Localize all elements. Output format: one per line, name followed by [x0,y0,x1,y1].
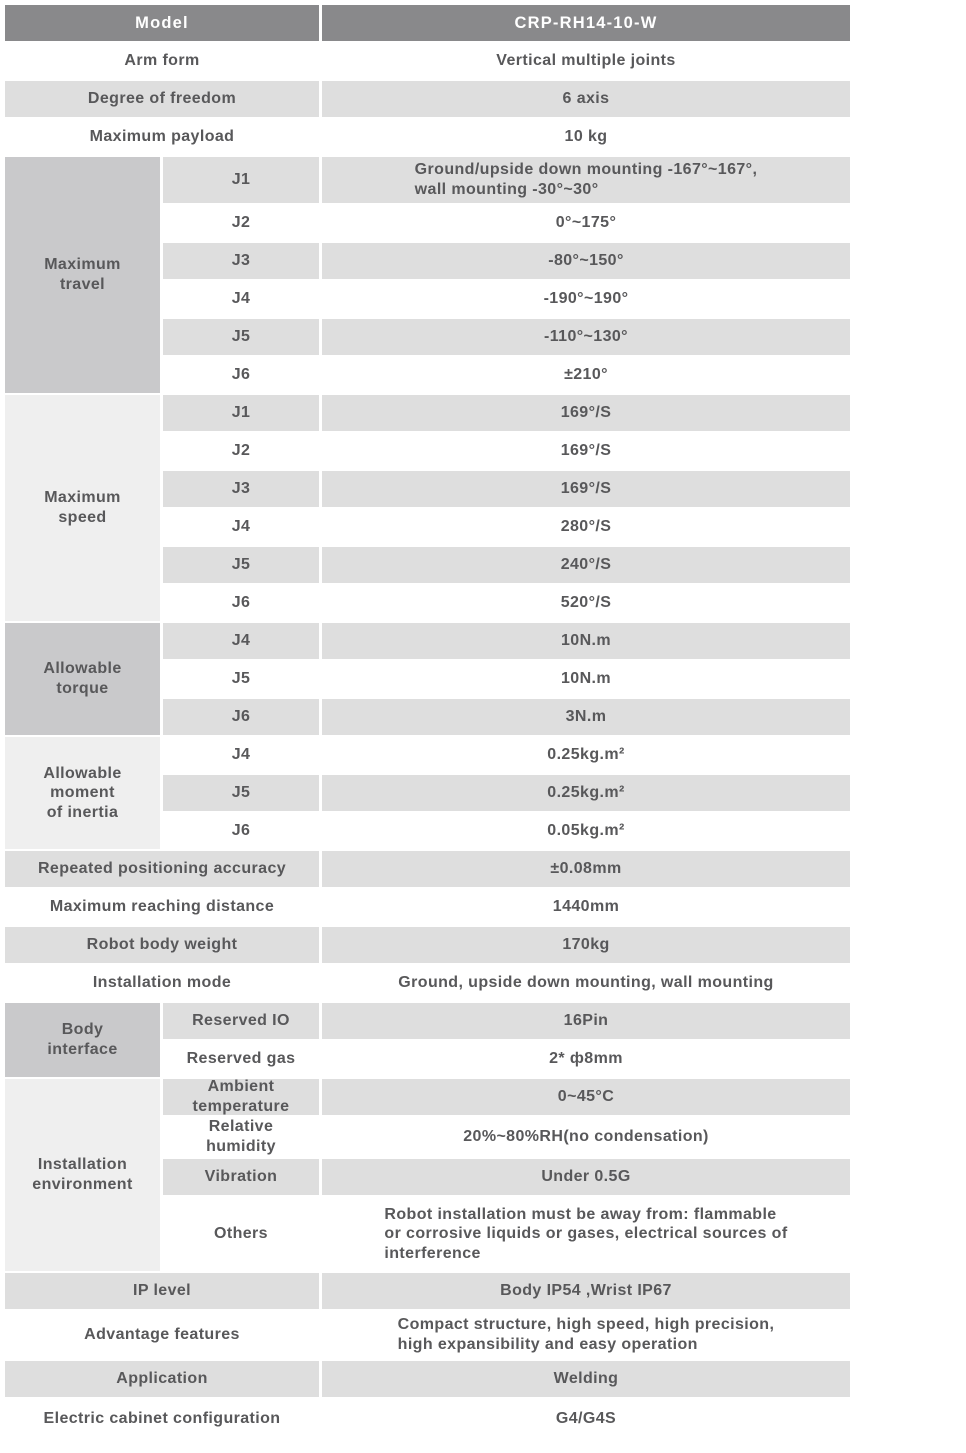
value-j1: 169°/S [322,395,850,431]
category-cell-maximum-speed: Maximum speed [5,395,160,621]
value-degree-of-freedom: 6 axis [322,81,850,117]
value-vibration: Under 0.5G [322,1159,850,1195]
value-ambient-temperature: 0~45°C [322,1079,850,1115]
label-electric-cabinet-configuration: Electric cabinet configuration [5,1399,319,1439]
label-arm-form: Arm form [5,43,319,79]
value-installation-mode: Ground, upside down mounting, wall mount… [322,965,850,1001]
label-j3: J3 [163,243,319,279]
label-j3: J3 [163,471,319,507]
value-j1: Ground/upside down mounting -167°~167°, … [322,157,850,203]
label-j1: J1 [163,157,319,203]
label-j5: J5 [163,661,319,697]
label-j5: J5 [163,319,319,355]
label-j4: J4 [163,509,319,545]
value-j5: 240°/S [322,547,850,583]
value-application: Welding [322,1361,850,1397]
value-robot-body-weight: 170kg [322,927,850,963]
value-j4: 0.25kg.m² [322,737,850,773]
value-j5: 0.25kg.m² [322,775,850,811]
label-j5: J5 [163,775,319,811]
label-j4: J4 [163,281,319,317]
label-j6: J6 [163,585,319,621]
label-vibration: Vibration [163,1159,319,1195]
label-model: Model [5,5,319,41]
value-j5: 10N.m [322,661,850,697]
label-installation-mode: Installation mode [5,965,319,1001]
value-j4: 10N.m [322,623,850,659]
value-advantage-features: Compact structure, high speed, high prec… [322,1311,850,1359]
value-j6: 3N.m [322,699,850,735]
label-j6: J6 [163,357,319,393]
label-reserved-io: Reserved IO [163,1003,319,1039]
label-robot-body-weight: Robot body weight [5,927,319,963]
label-maximum-payload: Maximum payload [5,119,319,155]
value-relative-humidity: 20%~80%RH(no condensation) [322,1117,850,1157]
value-j3: -80°~150° [322,243,850,279]
value-reserved-io: 16Pin [322,1003,850,1039]
category-cell-maximum-travel: Maximum travel [5,157,160,393]
value-arm-form: Vertical multiple joints [322,43,850,79]
label-j6: J6 [163,813,319,849]
value-j6: ±210° [322,357,850,393]
value-j6: 520°/S [322,585,850,621]
value-text-advantage-features: Compact structure, high speed, high prec… [397,1316,775,1353]
value-maximum-reaching-distance: 1440mm [322,889,850,925]
label-j2: J2 [163,205,319,241]
value-ip-level: Body IP54 ,Wrist IP67 [322,1273,850,1309]
value-j5: -110°~130° [322,319,850,355]
label-others: Others [163,1197,319,1271]
label-maximum-reaching-distance: Maximum reaching distance [5,889,319,925]
category-cell-installation-environment: Installation environment [5,1079,160,1271]
value-text-others: Robot installation must be away from: fl… [384,1205,788,1262]
category-cell-body-interface: Body interface [5,1003,160,1077]
spec-table: Model CRP-RH14-10-W Arm form Vertical multi… [5,5,850,1439]
value-maximum-payload: 10 kg [322,119,850,155]
value-model: CRP-RH14-10-W [322,5,850,41]
label-advantage-features: Advantage features [5,1311,319,1359]
label-j4: J4 [163,623,319,659]
value-reserved-gas: 2* ф8mm [322,1041,850,1077]
label-j5: J5 [163,547,319,583]
category-cell-allowable-moment-of-inertia: Allowable moment of inertia [5,737,160,849]
value-text-j1: Ground/upside down mounting -167°~167°, … [414,161,758,198]
label-relative-humidity: Relative humidity [163,1117,319,1157]
value-j2: 169°/S [322,433,850,469]
label-j2: J2 [163,433,319,469]
category-cell-allowable-torque: Allowable torque [5,623,160,735]
label-ip-level: IP level [5,1273,319,1309]
label-degree-of-freedom: Degree of freedom [5,81,319,117]
label-j4: J4 [163,737,319,773]
label-j6: J6 [163,699,319,735]
value-j2: 0°~175° [322,205,850,241]
label-reserved-gas: Reserved gas [163,1041,319,1077]
label-ambient-temperature: Ambient temperature [163,1079,319,1115]
value-repeated-positioning-accuracy: ±0.08mm [322,851,850,887]
value-j4: -190°~190° [322,281,850,317]
label-repeated-positioning-accuracy: Repeated positioning accuracy [5,851,319,887]
value-others: Robot installation must be away from: fl… [322,1197,850,1271]
value-electric-cabinet-configuration: G4/G4S [322,1399,850,1439]
value-j6: 0.05kg.m² [322,813,850,849]
label-j1: J1 [163,395,319,431]
value-j4: 280°/S [322,509,850,545]
label-application: Application [5,1361,319,1397]
value-j3: 169°/S [322,471,850,507]
